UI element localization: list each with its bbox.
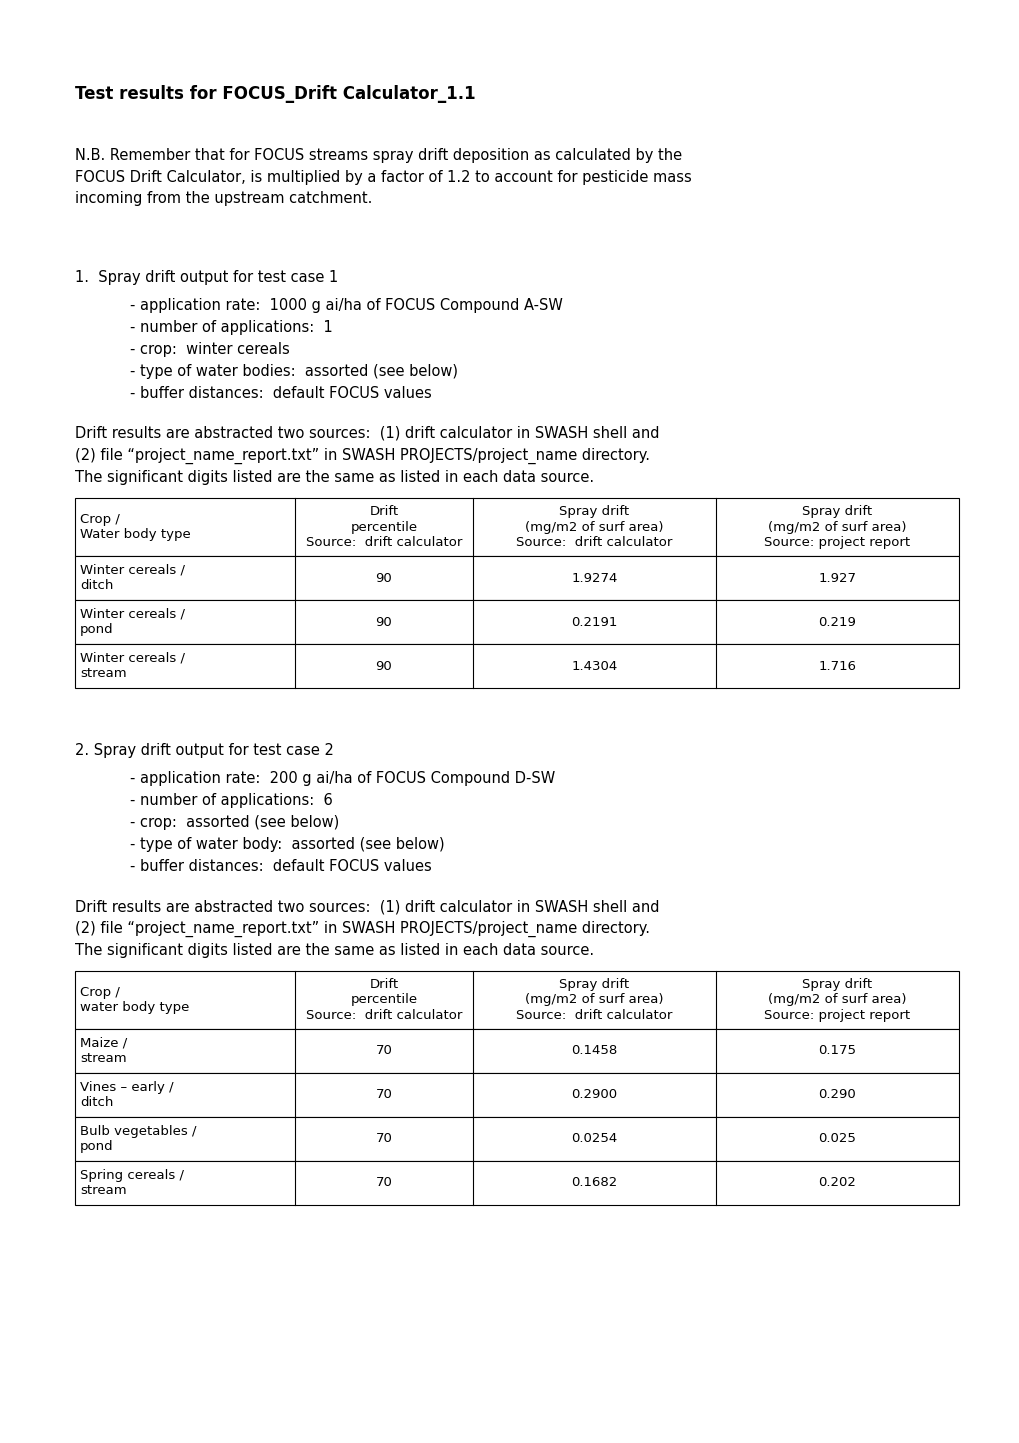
Text: 2. Spray drift output for test case 2: 2. Spray drift output for test case 2: [75, 743, 333, 758]
Text: - application rate:  200 g ai/ha of FOCUS Compound D-SW: - application rate: 200 g ai/ha of FOCUS…: [129, 771, 554, 786]
Text: 0.1458: 0.1458: [571, 1045, 618, 1058]
Text: 90: 90: [375, 659, 392, 672]
Text: Spray drift
(mg/m2 of surf area)
Source:  drift calculator: Spray drift (mg/m2 of surf area) Source:…: [516, 978, 672, 1022]
Bar: [75, 498, 958, 556]
Text: Crop /
Water body type: Crop / Water body type: [79, 512, 191, 541]
Text: - number of applications:  6: - number of applications: 6: [129, 794, 332, 808]
Text: Winter cereals /
ditch: Winter cereals / ditch: [79, 564, 184, 592]
Text: Test results for FOCUS_Drift Calculator_1.1: Test results for FOCUS_Drift Calculator_…: [75, 85, 475, 102]
Text: 70: 70: [375, 1088, 392, 1101]
Text: - buffer distances:  default FOCUS values: - buffer distances: default FOCUS values: [129, 859, 431, 874]
Text: Drift results are abstracted two sources:  (1) drift calculator in SWASH shell a: Drift results are abstracted two sources…: [75, 899, 659, 958]
Text: 1.4304: 1.4304: [571, 659, 618, 672]
Text: 0.202: 0.202: [818, 1176, 856, 1189]
Text: - buffer distances:  default FOCUS values: - buffer distances: default FOCUS values: [129, 385, 431, 401]
Text: N.B. Remember that for FOCUS streams spray drift deposition as calculated by the: N.B. Remember that for FOCUS streams spr…: [75, 149, 691, 206]
Text: Spray drift
(mg/m2 of surf area)
Source: project report: Spray drift (mg/m2 of surf area) Source:…: [763, 505, 910, 548]
Text: 70: 70: [375, 1133, 392, 1146]
Bar: [75, 971, 958, 1029]
Text: 0.290: 0.290: [818, 1088, 856, 1101]
Bar: [75, 1117, 958, 1162]
Bar: [75, 644, 958, 688]
Text: Winter cereals /
stream: Winter cereals / stream: [79, 652, 184, 680]
Text: 70: 70: [375, 1176, 392, 1189]
Text: Drift
percentile
Source:  drift calculator: Drift percentile Source: drift calculato…: [306, 978, 462, 1022]
Bar: [75, 600, 958, 644]
Text: 70: 70: [375, 1045, 392, 1058]
Text: 1.927: 1.927: [817, 571, 856, 584]
Text: Spray drift
(mg/m2 of surf area)
Source:  drift calculator: Spray drift (mg/m2 of surf area) Source:…: [516, 505, 672, 548]
Text: - number of applications:  1: - number of applications: 1: [129, 320, 332, 335]
Text: Winter cereals /
pond: Winter cereals / pond: [79, 608, 184, 636]
Text: - application rate:  1000 g ai/ha of FOCUS Compound A-SW: - application rate: 1000 g ai/ha of FOCU…: [129, 299, 562, 313]
Text: Spring cereals /
stream: Spring cereals / stream: [79, 1169, 183, 1198]
Text: 0.175: 0.175: [817, 1045, 856, 1058]
Text: 90: 90: [375, 571, 392, 584]
Text: - crop:  assorted (see below): - crop: assorted (see below): [129, 815, 339, 830]
Text: Vines – early /
ditch: Vines – early / ditch: [79, 1081, 173, 1110]
Bar: [75, 556, 958, 600]
Text: - type of water body:  assorted (see below): - type of water body: assorted (see belo…: [129, 837, 444, 851]
Text: Drift
percentile
Source:  drift calculator: Drift percentile Source: drift calculato…: [306, 505, 462, 548]
Text: Maize /
stream: Maize / stream: [79, 1036, 127, 1065]
Text: 1.  Spray drift output for test case 1: 1. Spray drift output for test case 1: [75, 270, 338, 286]
Text: 0.2900: 0.2900: [571, 1088, 616, 1101]
Text: 0.0254: 0.0254: [571, 1133, 618, 1146]
Bar: [75, 1162, 958, 1205]
Text: Drift results are abstracted two sources:  (1) drift calculator in SWASH shell a: Drift results are abstracted two sources…: [75, 426, 659, 485]
Text: 0.1682: 0.1682: [571, 1176, 618, 1189]
Text: 0.219: 0.219: [818, 616, 856, 629]
Bar: [75, 1029, 958, 1074]
Text: - type of water bodies:  assorted (see below): - type of water bodies: assorted (see be…: [129, 364, 458, 380]
Bar: [75, 1074, 958, 1117]
Text: Bulb vegetables /
pond: Bulb vegetables / pond: [79, 1124, 197, 1153]
Text: 0.2191: 0.2191: [571, 616, 618, 629]
Text: 1.9274: 1.9274: [571, 571, 618, 584]
Text: Spray drift
(mg/m2 of surf area)
Source: project report: Spray drift (mg/m2 of surf area) Source:…: [763, 978, 910, 1022]
Text: 0.025: 0.025: [818, 1133, 856, 1146]
Text: Crop /
water body type: Crop / water body type: [79, 986, 190, 1014]
Text: 1.716: 1.716: [817, 659, 856, 672]
Text: 90: 90: [375, 616, 392, 629]
Text: - crop:  winter cereals: - crop: winter cereals: [129, 342, 289, 356]
